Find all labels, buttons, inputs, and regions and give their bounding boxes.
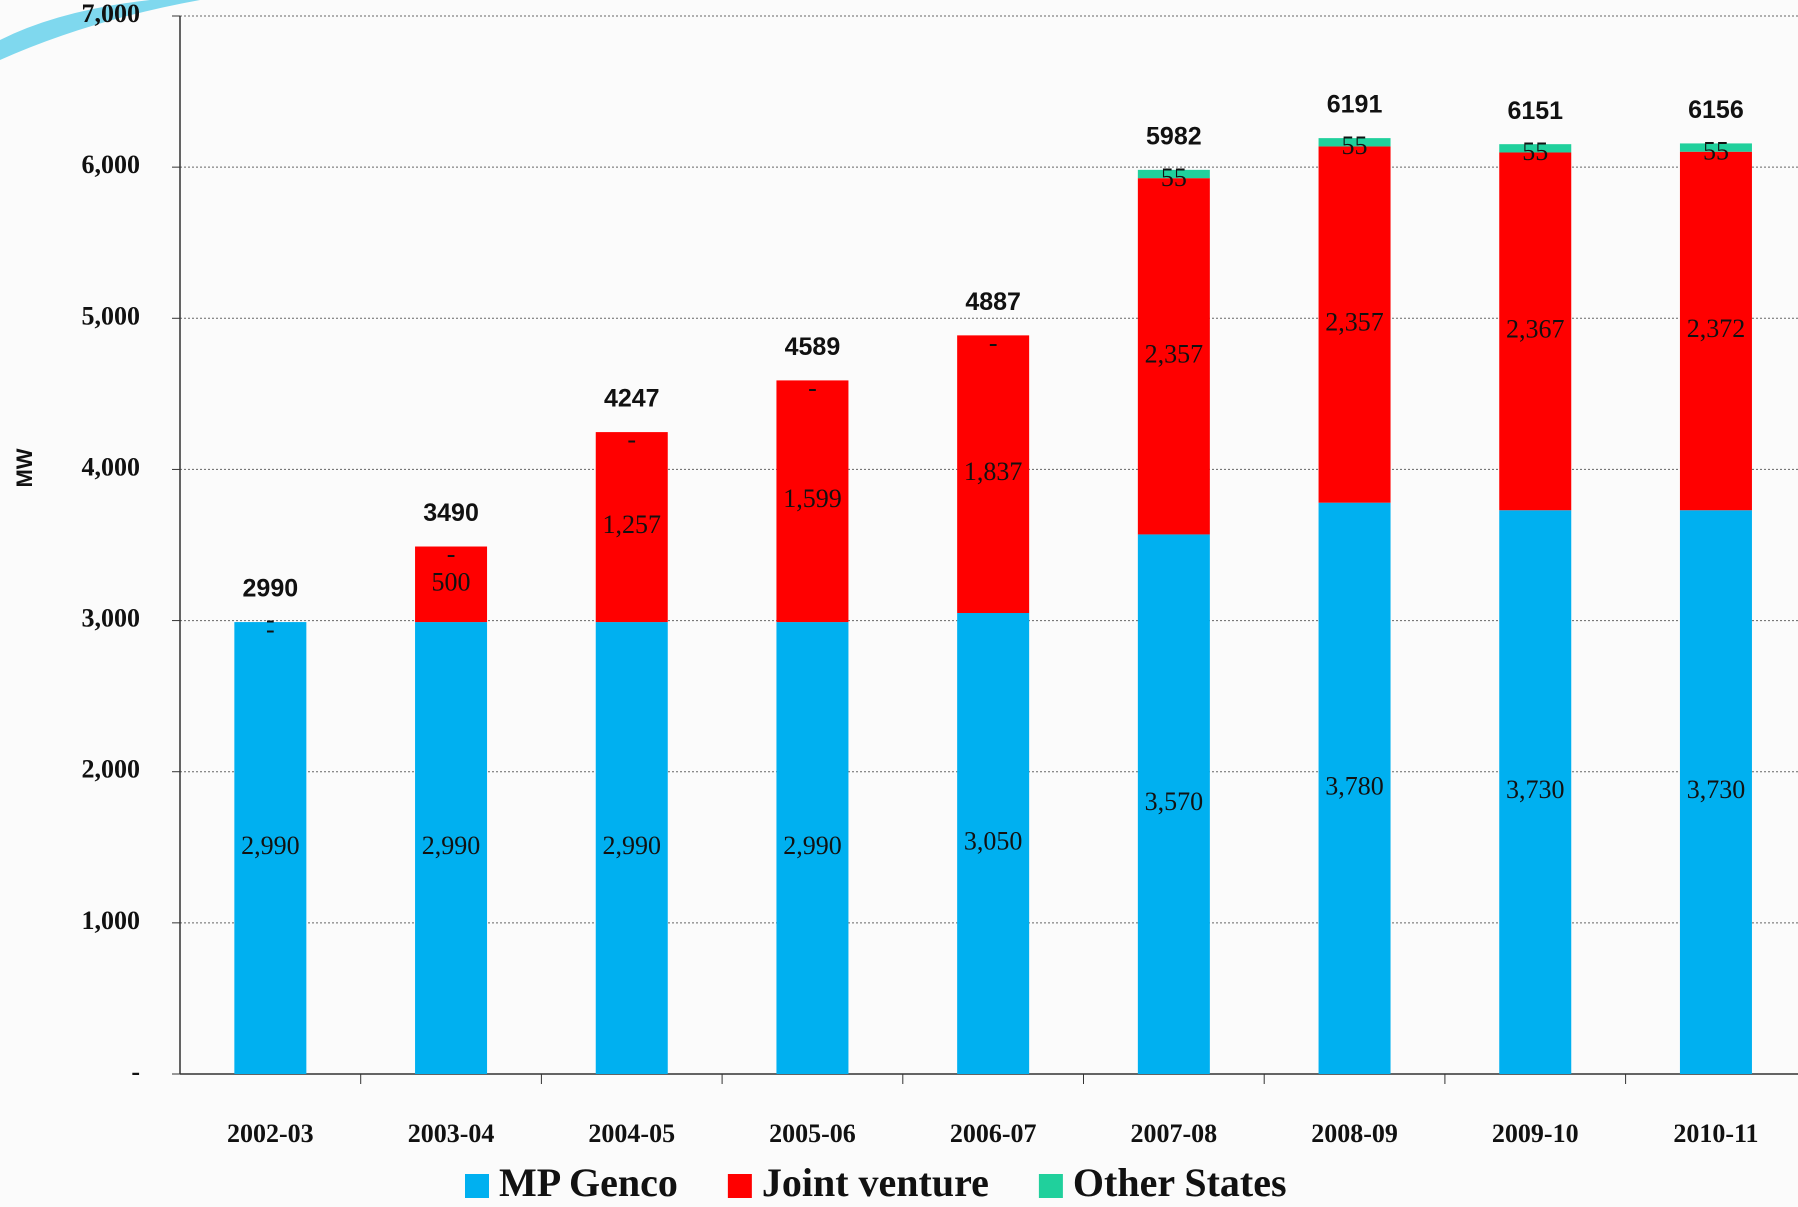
data-label: 3,050 xyxy=(964,826,1023,855)
bar-segment xyxy=(234,622,307,1074)
data-label: 2,990 xyxy=(603,831,662,860)
y-tick-label: 2,000 xyxy=(82,755,141,784)
total-label: 6156 xyxy=(1688,96,1744,124)
y-tick-label: 1,000 xyxy=(82,906,141,935)
total-label: 4887 xyxy=(965,288,1021,316)
total-label: 3490 xyxy=(423,499,479,527)
bar-segment xyxy=(1499,144,1572,153)
total-label: 4589 xyxy=(785,333,841,361)
data-label: 2,367 xyxy=(1506,314,1565,343)
x-tick-label: 2010-11 xyxy=(1673,1119,1758,1148)
y-axis-label: MW xyxy=(12,448,37,487)
bar-segment xyxy=(1679,151,1752,511)
data-label: 2,372 xyxy=(1687,314,1746,343)
x-tick-label: 2008-09 xyxy=(1311,1119,1398,1148)
total-label: 4247 xyxy=(604,385,660,413)
data-label: - xyxy=(447,539,456,568)
total-label: 6151 xyxy=(1507,97,1563,125)
bar-segment xyxy=(595,432,668,623)
y-tick-label: 3,000 xyxy=(82,604,141,633)
bar-segment xyxy=(1137,169,1210,179)
bar-segment xyxy=(1499,152,1572,511)
legend-label: Joint venture xyxy=(762,1160,989,1205)
y-tick-label: 6,000 xyxy=(82,150,141,179)
bar-segment xyxy=(1499,510,1572,1074)
y-tick-label: 4,000 xyxy=(82,452,141,481)
bar-segment xyxy=(1137,534,1210,1074)
data-label: 3,730 xyxy=(1687,775,1746,804)
data-label: - xyxy=(808,373,817,402)
legend-swatch xyxy=(1038,1174,1063,1198)
data-label: 1,837 xyxy=(964,457,1023,486)
legend-swatch xyxy=(465,1174,489,1198)
data-label: 3,570 xyxy=(1145,787,1204,816)
bar-segment xyxy=(595,622,668,1074)
x-tick-label: 2007-08 xyxy=(1131,1119,1218,1148)
data-label: 2,990 xyxy=(422,831,481,860)
bar-segment xyxy=(1137,178,1210,535)
data-label: 55 xyxy=(1342,131,1368,160)
data-label: 2,357 xyxy=(1325,308,1384,337)
x-tick-label: 2003-04 xyxy=(408,1119,495,1148)
bar-segment xyxy=(1679,143,1752,152)
data-label: 3,730 xyxy=(1506,775,1565,804)
legend-label: Other States xyxy=(1073,1160,1287,1205)
y-tick-label: 5,000 xyxy=(82,301,141,330)
bar-segment xyxy=(415,546,488,623)
y-tick-label: - xyxy=(131,1057,140,1086)
bar-segment xyxy=(1679,510,1752,1074)
bar-segment xyxy=(1318,138,1391,147)
y-tick-label: 7,000 xyxy=(82,0,141,28)
data-label: - xyxy=(989,328,998,357)
data-label: 55 xyxy=(1522,137,1548,166)
data-label: - xyxy=(627,425,636,454)
bar-segment xyxy=(415,622,488,1074)
bar-segment xyxy=(776,622,849,1074)
bar-segment xyxy=(957,613,1030,1074)
legend-swatch xyxy=(727,1174,752,1198)
bar-segment xyxy=(776,380,849,623)
total-label: 6191 xyxy=(1327,91,1383,119)
x-tick-label: 2005-06 xyxy=(769,1119,856,1148)
bar-segment xyxy=(1318,502,1391,1074)
x-tick-label: 2006-07 xyxy=(950,1119,1037,1148)
data-label: 1,257 xyxy=(603,510,662,539)
data-label: 3,780 xyxy=(1325,771,1384,800)
data-label: 55 xyxy=(1703,136,1729,165)
legend-label: MP Genco xyxy=(499,1160,678,1205)
x-tick-label: 2004-05 xyxy=(588,1119,675,1148)
total-label: 5982 xyxy=(1146,122,1202,150)
bar-segment xyxy=(1318,146,1391,503)
data-label: 2,357 xyxy=(1145,339,1204,368)
data-label: - xyxy=(266,615,275,644)
bar-segment xyxy=(957,335,1030,614)
x-tick-label: 2002-03 xyxy=(227,1119,314,1148)
x-tick-label: 2009-10 xyxy=(1492,1119,1579,1148)
data-label: 55 xyxy=(1161,163,1187,192)
data-label: 1,599 xyxy=(783,484,842,513)
data-label: 2,990 xyxy=(241,831,300,860)
total-label: 2990 xyxy=(243,575,299,603)
data-label: 500 xyxy=(432,567,471,596)
decoration xyxy=(0,0,200,60)
data-label: - xyxy=(266,605,275,634)
data-label: 2,990 xyxy=(783,831,842,860)
